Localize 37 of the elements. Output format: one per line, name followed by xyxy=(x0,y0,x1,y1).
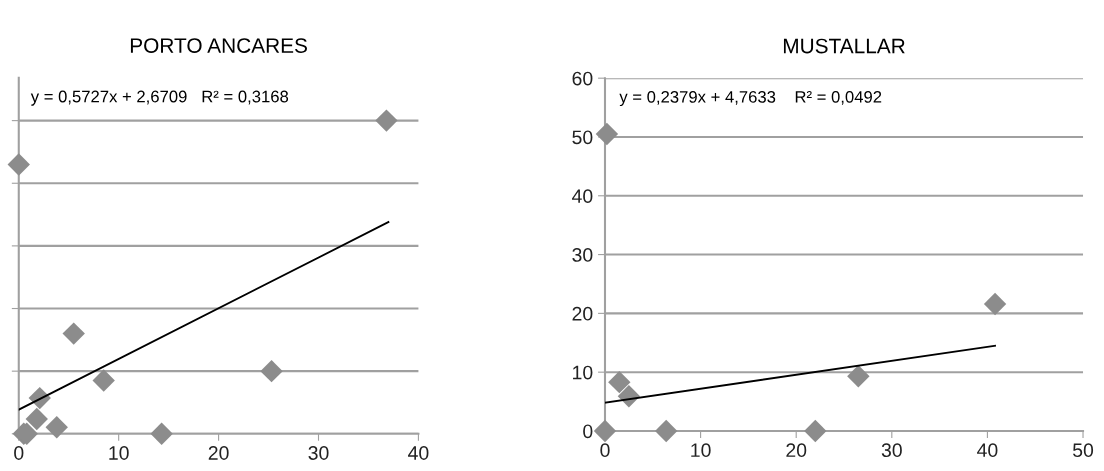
y-tick-label: 40 xyxy=(572,189,593,204)
text: y = 0,5727x + 2,6709 R² = 0,3168 xyxy=(30,90,289,106)
point xyxy=(7,153,30,176)
point xyxy=(654,419,678,443)
x-tick-label: 20 xyxy=(786,443,807,458)
y-tick-label: 50 xyxy=(572,130,593,145)
point xyxy=(62,322,85,345)
x-tick-label: 40 xyxy=(977,443,998,458)
point xyxy=(260,359,283,383)
point xyxy=(593,419,617,443)
y-tick-label: 10 xyxy=(573,365,593,380)
y-tick-label: 0 xyxy=(583,424,593,439)
point xyxy=(804,419,827,443)
point xyxy=(983,292,1007,316)
point xyxy=(92,369,115,392)
point xyxy=(608,370,631,394)
x-tick-label: 20 xyxy=(208,446,229,460)
y-tick-label: 30 xyxy=(572,248,593,262)
x-tick-label: 0 xyxy=(600,443,610,458)
chart-title: MUSTALLAR xyxy=(783,38,905,54)
x-tick-label: 10 xyxy=(109,446,129,460)
annotation: y = 0,2379x + 4,7633 R² = 0,0492 xyxy=(619,90,882,107)
x-tick-label: 50 xyxy=(1072,443,1094,458)
x-tick-label: 0 xyxy=(14,446,24,460)
point xyxy=(375,109,398,132)
point xyxy=(595,122,619,146)
y-tick-label: 20 xyxy=(572,306,593,321)
x-tick-label: 30 xyxy=(881,443,902,458)
x-tick-label: 30 xyxy=(308,446,329,460)
point xyxy=(25,407,48,431)
x-tick-label: 40 xyxy=(408,446,429,460)
point xyxy=(150,422,173,445)
point xyxy=(45,416,68,439)
chart-title: PORTO ANCARES xyxy=(130,38,307,53)
y-tick-label: 60 xyxy=(572,71,593,86)
x-tick-label: 10 xyxy=(691,443,711,458)
point xyxy=(847,365,870,388)
